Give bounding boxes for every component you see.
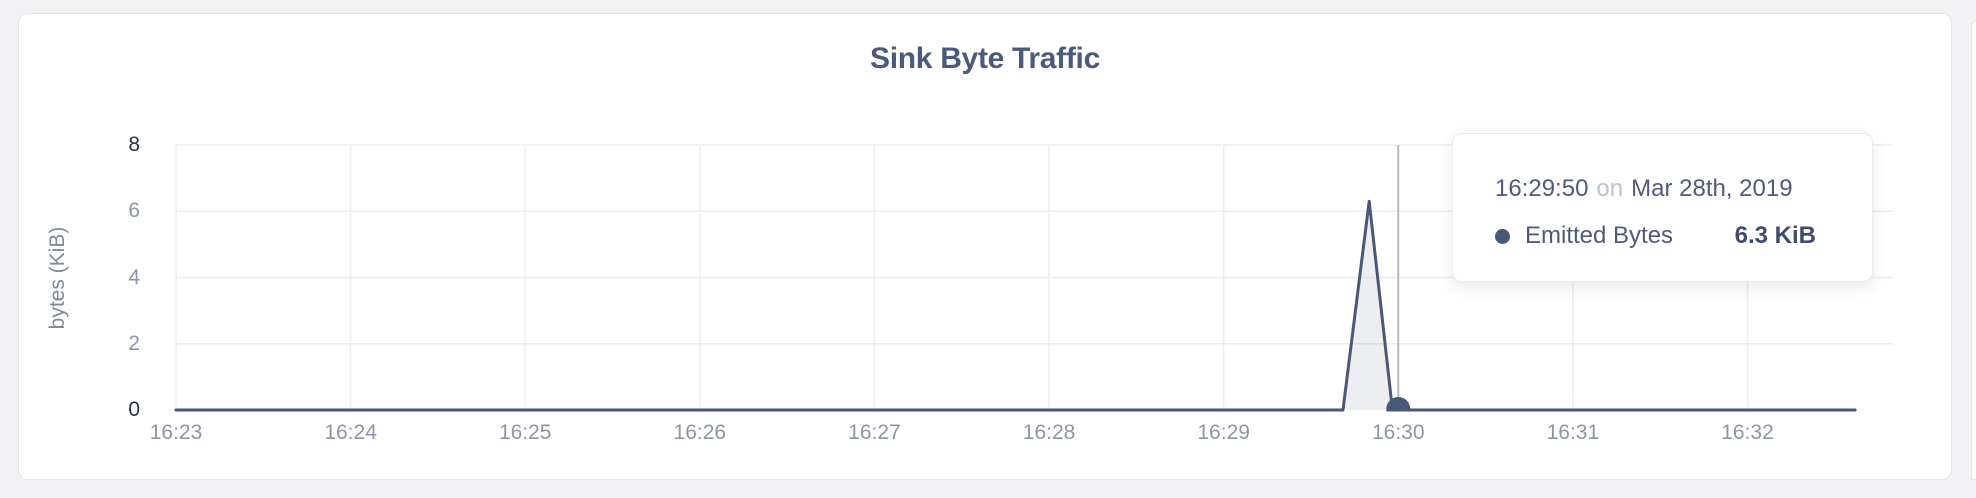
y-tick-label: 6 xyxy=(128,199,140,223)
series-line xyxy=(174,199,1857,412)
tooltip-preposition: on xyxy=(1596,175,1624,202)
y-tick-label: 4 xyxy=(128,265,140,289)
tooltip-header: 16:29:50 on Mar 28th, 2019 xyxy=(1495,172,1816,206)
y-tick-label: 0 xyxy=(128,398,140,421)
tooltip-time: 16:29:50 xyxy=(1495,175,1589,202)
tooltip-series-label: Emitted Bytes xyxy=(1525,222,1674,249)
series-bullet-icon xyxy=(1495,228,1510,244)
tooltip-series-row: Emitted Bytes 6.3 KiB xyxy=(1495,219,1816,253)
x-tick-label: 16:29 xyxy=(1197,421,1250,444)
y-tick-label: 8 xyxy=(128,133,140,156)
x-tick-label: 16:27 xyxy=(848,421,901,444)
chart-title: Sink Byte Traffic xyxy=(870,42,1100,75)
x-tick-label: 16:24 xyxy=(324,421,377,444)
x-tick-label: 16:28 xyxy=(1022,421,1076,444)
x-tick-label: 16:25 xyxy=(498,421,552,444)
x-tick-label: 16:32 xyxy=(1721,421,1774,444)
x-tick-label: 16:23 xyxy=(149,421,203,444)
hover-point-marker xyxy=(1386,397,1411,412)
x-tick-label: 16:26 xyxy=(673,421,727,444)
tooltip-date: Mar 28th, 2019 xyxy=(1631,175,1793,202)
y-tick-label: 2 xyxy=(128,331,140,355)
x-tick-label: 16:31 xyxy=(1546,421,1600,444)
chart-tooltip: 16:29:50 on Mar 28th, 2019 Emitted Bytes… xyxy=(1452,133,1873,282)
tooltip-series-value: 6.3 KiB xyxy=(1734,222,1816,249)
x-tick-label: 16:30 xyxy=(1371,421,1425,444)
adjacent-card-edge xyxy=(1971,20,1976,480)
